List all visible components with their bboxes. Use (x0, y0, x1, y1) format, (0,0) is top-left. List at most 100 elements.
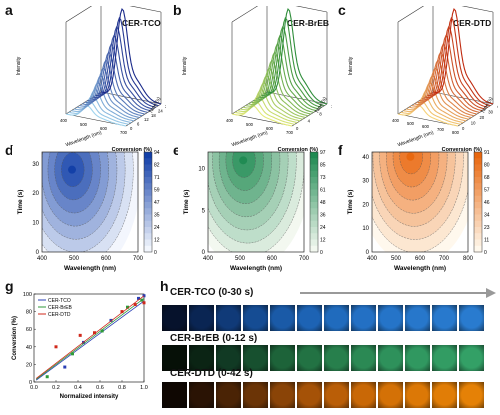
mask-top (178, 146, 338, 152)
colorbar-cell (474, 183, 482, 190)
x-tick-label: 500 (246, 122, 254, 127)
colorbar-title: Conversion (%) (442, 147, 483, 153)
y-tick-label: 4 (308, 119, 311, 124)
y-tick-label: 80 (26, 310, 32, 316)
colorbar-cell (474, 177, 482, 184)
panel-letter-g: g (5, 278, 14, 294)
colorbar-cell (474, 189, 482, 197)
photo-frame (378, 345, 403, 371)
photo-frame (270, 345, 295, 371)
x-tick-label: 700 (133, 256, 144, 262)
spectrum-curve (65, 105, 127, 127)
photo-frame (189, 345, 214, 371)
photo-frame (243, 305, 268, 331)
y-tick-label: 40 (362, 155, 369, 161)
x-tick-label: 400 (37, 256, 48, 262)
colorbar-cell (144, 170, 152, 178)
y-axis-label: Time (s) (347, 190, 354, 215)
colorbar-cell (144, 189, 152, 197)
contour-line (232, 146, 256, 178)
data-point (45, 375, 49, 379)
frame-edge (129, 6, 162, 13)
colorbar-cell (474, 195, 482, 203)
photo-frame (351, 305, 376, 331)
data-point (63, 365, 67, 369)
x-tick-label: 400 (203, 256, 214, 262)
x-tick-label: 400 (60, 118, 68, 123)
contour-line (34, 146, 118, 240)
plot-frame (371, 151, 469, 253)
photo-frame (351, 382, 376, 408)
spectrum-curve (432, 8, 494, 105)
x-tick-label: 800 (452, 130, 460, 135)
y-tick-label: 24 (158, 108, 163, 113)
spectrum-curve (234, 100, 295, 125)
photo-frame (162, 382, 187, 408)
colorbar-cell (144, 233, 152, 240)
frame-edge (397, 6, 425, 23)
y-tick-label: 40 (26, 345, 32, 351)
colorbar-cell (310, 233, 318, 240)
y-tick-label: 10 (32, 221, 39, 227)
colorbar-tick-label: 61 (320, 188, 326, 194)
y-tick-label: 30 (165, 104, 166, 109)
colorbar-tick-label: 0 (154, 250, 157, 256)
colorbar-tick-label: 68 (484, 175, 490, 181)
colorbar-cell (310, 214, 318, 222)
x-tick-label: 700 (299, 256, 310, 262)
time-arrow (300, 288, 496, 298)
colorbar-cell (144, 214, 152, 222)
photo-frame (297, 382, 322, 408)
data-point (126, 305, 129, 309)
colorbar-tick-label: 91 (484, 150, 490, 156)
scatter-plot-g: 0.0 0.2 0.4 0.6 0.8 1.0 0 20 40 60 80 100 Normalized… (12, 292, 148, 400)
spectrum-curve (405, 88, 467, 122)
photo-frame (162, 345, 187, 371)
colorbar-cell (310, 220, 318, 228)
spectrum-curve (231, 105, 293, 127)
colorbar-cell (474, 208, 482, 215)
colorbar-tick-label: 11 (484, 238, 489, 244)
spectrum-curve (264, 17, 325, 107)
colorbar-tick-label: 0 (320, 250, 323, 256)
photo-frame (432, 382, 457, 408)
data-point (142, 301, 146, 305)
contour-line (198, 146, 297, 244)
colorbar-cell (474, 202, 482, 209)
photo-frame (432, 305, 457, 331)
y-tick-label: 5 (202, 208, 206, 214)
colorbar-cell (310, 202, 318, 209)
data-point (71, 352, 74, 356)
contour-line (205, 146, 289, 231)
y-tick-label: 6 (137, 122, 140, 127)
fit-line (35, 298, 145, 380)
x-tick-label: 0.0 (30, 385, 38, 391)
contour-map-e: 400 500 600 700 0 5 10 Wavelength (nm) Time (s) 9… (178, 146, 338, 274)
strip-label-breb: CER-BrEB (0-12 s) (170, 333, 258, 344)
photo-frame (405, 305, 430, 331)
y-tick-label: 20 (480, 115, 485, 120)
photo-frame (351, 345, 376, 371)
z-axis-label: Intensity (182, 56, 188, 75)
photo-strip-dtd (162, 382, 484, 408)
colorbar-cell (474, 152, 482, 159)
y-tick-label: 20 (26, 362, 32, 368)
colorbar-frame (473, 151, 483, 253)
photo-frame (324, 305, 349, 331)
plot-frame (207, 151, 305, 253)
frame-edge (231, 6, 259, 23)
fit-line (35, 295, 145, 379)
data-point (109, 318, 113, 322)
photo-frame (459, 382, 484, 408)
y-tick-label: 30 (32, 162, 39, 168)
contour-band (68, 165, 76, 174)
photo-frame (378, 382, 403, 408)
colorbar-tick-label: 85 (320, 163, 326, 169)
data-point (137, 296, 140, 300)
spectrum-curve (100, 8, 162, 105)
photo-frame (189, 305, 214, 331)
colorbar-tick-label: 48 (320, 200, 326, 206)
panel-letter-b: b (173, 2, 182, 18)
colorbar-frame (143, 151, 153, 253)
